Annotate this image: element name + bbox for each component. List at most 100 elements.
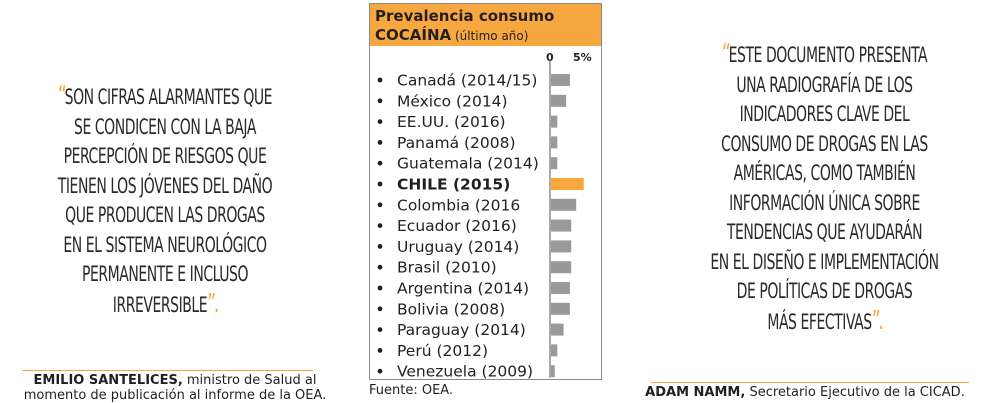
category-label: EE.UU. (2016) bbox=[397, 113, 506, 131]
right-quote-line: EN EL DISEÑO E IMPLEMENTACIÓN bbox=[671, 248, 978, 278]
category-bullet bbox=[377, 327, 383, 332]
right-quote-line: DE POLÍTICAS DE DROGAS bbox=[671, 277, 978, 307]
right-quote-line-text: CONSUMO DE DROGAS EN LAS bbox=[721, 131, 928, 156]
right-quote-author: ADAM NAMM, bbox=[645, 385, 746, 400]
left-quote-line: EN EL SISTEMA NEUROLÓGICO bbox=[17, 231, 313, 261]
chart-plot: Canadá (2014/15) México (2014) EE.UU. (201… bbox=[377, 60, 584, 380]
right-quote-rule bbox=[651, 382, 969, 383]
right-quote-line: TENDENCIAS QUE AYUDARÁN bbox=[671, 218, 978, 248]
category-label: Argentina (2014) bbox=[397, 280, 529, 298]
category-bullet bbox=[377, 140, 383, 145]
right-quote-line: CONSUMO DE DROGAS EN LAS bbox=[671, 130, 978, 160]
category-bullet bbox=[377, 119, 383, 124]
category-bullet bbox=[377, 306, 383, 312]
category-bullet bbox=[377, 77, 383, 83]
cocaine-prevalence-chart: Prevalencia consumo COCAÍNA (último año)… bbox=[369, 3, 602, 380]
left-quote-line: IRREVERSIBLE”. bbox=[17, 288, 313, 321]
category-bullet bbox=[377, 223, 383, 229]
right-quote-close-quote-mark: ”. bbox=[871, 305, 884, 336]
category-label: Canadá (2014/15) bbox=[397, 72, 537, 90]
right-quote-line: INDICADORES CLAVE DEL bbox=[671, 100, 978, 130]
left-quote-line: PERCEPCIÓN DE RIESGOS QUE bbox=[17, 142, 313, 172]
category-bullet bbox=[377, 202, 383, 208]
bar bbox=[551, 261, 572, 274]
left-quote-attribution: EMILIO SANTELICES, ministro de Salud al … bbox=[10, 373, 340, 403]
left-quote-line: TIENEN LOS JÓVENES DEL DAÑO bbox=[17, 172, 313, 202]
bar bbox=[551, 240, 572, 253]
right-quote-line: UNA RADIOGRAFÍA DE LOS bbox=[671, 71, 978, 101]
bar bbox=[551, 282, 570, 294]
chart-subtitle: COCAÍNA (último año) bbox=[375, 26, 528, 44]
category-label: Guatemala (2014) bbox=[397, 155, 539, 173]
right-quote-open-quote-mark: “ bbox=[721, 39, 731, 69]
bar bbox=[551, 323, 564, 336]
bar bbox=[551, 136, 558, 149]
category-bullet bbox=[377, 181, 383, 187]
category-label: CHILE (2015) bbox=[397, 176, 510, 194]
right-quote-line-text: UNA RADIOGRAFÍA DE LOS bbox=[736, 72, 913, 97]
left-quote-close-quote-mark: ”. bbox=[207, 288, 219, 319]
right-quote-line-text: AMÉRICAS, COMO TAMBIÉN bbox=[733, 161, 916, 185]
chart-title: Prevalencia consumo bbox=[375, 7, 555, 25]
left-quote-author-role-cont: momento de publicación al informe de la … bbox=[23, 388, 327, 403]
chart-subtitle-drug: COCAÍNA bbox=[375, 26, 452, 44]
category-bullet bbox=[377, 264, 383, 270]
left-quote-line: SE CONDICEN CON LA BAJA bbox=[17, 113, 313, 143]
right-quote-line-text: INDICADORES CLAVE DEL bbox=[739, 102, 910, 126]
bar bbox=[551, 74, 570, 86]
category-label: Brasil (2010) bbox=[397, 259, 497, 277]
category-bullet bbox=[377, 244, 383, 249]
bar bbox=[551, 344, 558, 357]
left-quote-rule bbox=[22, 370, 313, 371]
left-quote-line-text: SE CONDICEN CON LA BAJA bbox=[74, 114, 256, 139]
left-quote-line-text: PERCEPCIÓN DE RIESGOS QUE bbox=[63, 144, 267, 168]
category-label: México (2014) bbox=[397, 92, 508, 110]
category-bullet bbox=[377, 285, 383, 291]
category-label: Bolivia (2008) bbox=[397, 300, 505, 318]
left-quote-line-text: QUE PRODUCEN LAS DROGAS bbox=[65, 203, 265, 227]
left-quote-open-quote-mark: “ bbox=[57, 81, 67, 111]
category-label: Panamá (2008) bbox=[397, 134, 516, 152]
bar bbox=[551, 365, 555, 378]
x-tick-5: 5% bbox=[573, 51, 592, 64]
left-quote-line-text: SON CIFRAS ALARMANTES QUE bbox=[64, 85, 273, 109]
chart-source: Fuente: OEA. bbox=[369, 383, 454, 398]
left-quote-author: EMILIO SANTELICES, bbox=[33, 373, 183, 388]
bar bbox=[551, 94, 567, 107]
right-quote-line-text: ESTE DOCUMENTO PRESENTA bbox=[728, 43, 928, 67]
chart-subtitle-period: (último año) bbox=[451, 29, 529, 43]
category-label: Colombia (2016 bbox=[397, 196, 520, 214]
right-quote: “ESTE DOCUMENTO PRESENTA UNA RADIOGRAFÍA … bbox=[671, 39, 978, 338]
left-quote-author-role: ministro de Salud al bbox=[182, 373, 317, 388]
bar bbox=[551, 115, 558, 128]
category-bullet bbox=[377, 348, 383, 353]
right-quote-line: MÁS EFECTIVAS”. bbox=[671, 305, 978, 338]
category-label: Uruguay (2014) bbox=[397, 238, 519, 256]
bar bbox=[551, 198, 577, 211]
category-bullet bbox=[377, 368, 383, 374]
right-quote-line-text: INFORMACIÓN ÚNICA SOBRE bbox=[729, 190, 920, 215]
right-quote-line: AMÉRICAS, COMO TAMBIÉN bbox=[671, 159, 978, 189]
bar bbox=[551, 219, 572, 232]
bar bbox=[551, 178, 584, 190]
category-label: Ecuador (2016) bbox=[397, 217, 517, 235]
left-quote-line: QUE PRODUCEN LAS DROGAS bbox=[17, 201, 313, 231]
right-quote-line: “ESTE DOCUMENTO PRESENTA bbox=[671, 39, 978, 71]
left-quote-line: “SON CIFRAS ALARMANTES QUE bbox=[17, 81, 313, 113]
right-quote-author-role: Secretario Ejecutivo de la CICAD. bbox=[745, 385, 965, 400]
category-bullet bbox=[377, 160, 383, 166]
category-label: Perú (2012) bbox=[397, 342, 488, 360]
left-quote-line-text: PERMANENTE E INCLUSO bbox=[81, 262, 249, 286]
left-quote-line-text: TIENEN LOS JÓVENES DEL DAÑO bbox=[57, 173, 273, 198]
chart-header: Prevalencia consumo COCAÍNA (último año) bbox=[370, 4, 601, 46]
category-label: Venezuela (2009) bbox=[397, 363, 533, 380]
right-quote-line-text: TENDENCIAS QUE AYUDARÁN bbox=[726, 220, 923, 244]
right-quote-line: INFORMACIÓN ÚNICA SOBRE bbox=[671, 189, 978, 219]
right-quote-line-text: MÁS EFECTIVAS bbox=[767, 309, 872, 334]
x-tick-0: 0 bbox=[546, 51, 554, 64]
right-quote-line-text: DE POLÍTICAS DE DROGAS bbox=[736, 279, 913, 303]
category-label: Paraguay (2014) bbox=[397, 321, 526, 339]
bar bbox=[551, 302, 570, 315]
bar bbox=[551, 157, 558, 170]
right-quote-line-text: EN EL DISEÑO E IMPLEMENTACIÓN bbox=[710, 249, 939, 274]
